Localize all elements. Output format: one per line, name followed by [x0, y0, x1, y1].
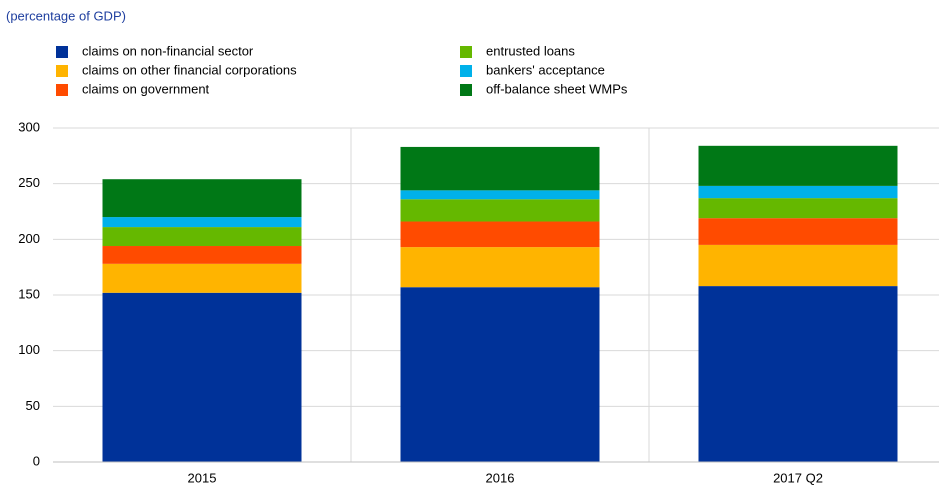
- y-tick-label: 150: [18, 286, 40, 301]
- legend-label: entrusted loans: [486, 43, 575, 58]
- bar-segment: [400, 199, 600, 222]
- bar-segment: [698, 145, 898, 186]
- legend-label: claims on other financial corporations: [82, 62, 297, 77]
- legend-swatch: [460, 84, 472, 96]
- legend-swatch: [460, 46, 472, 58]
- x-tick-label: 2016: [486, 470, 515, 485]
- legend-swatch: [56, 46, 68, 58]
- bar-segment: [102, 227, 302, 247]
- bar-segment: [698, 218, 898, 245]
- bar-segment: [698, 198, 898, 219]
- y-tick-label: 50: [26, 398, 40, 413]
- bar-segment: [698, 244, 898, 287]
- bar-segment: [102, 217, 302, 228]
- chart-subtitle: (percentage of GDP): [6, 8, 126, 23]
- bar-segment: [698, 286, 898, 462]
- legend-swatch: [56, 65, 68, 77]
- bar-segment: [400, 146, 600, 191]
- bar-segment: [400, 190, 600, 200]
- legend-swatch: [460, 65, 472, 77]
- x-tick-label: 2015: [188, 470, 217, 485]
- x-tick-label: 2017 Q2: [773, 470, 823, 485]
- bar-segment: [102, 179, 302, 218]
- legend-label: claims on government: [82, 81, 210, 96]
- bar-segment: [102, 246, 302, 264]
- y-tick-label: 300: [18, 119, 40, 134]
- y-tick-label: 0: [33, 453, 40, 468]
- y-tick-label: 250: [18, 175, 40, 190]
- bar-segment: [400, 247, 600, 288]
- legend-label: bankers' acceptance: [486, 62, 605, 77]
- bar-segment: [102, 292, 302, 462]
- bar-segment: [400, 287, 600, 462]
- legend-label: claims on non-financial sector: [82, 43, 254, 58]
- legend-label: off-balance sheet WMPs: [486, 81, 628, 96]
- legend-swatch: [56, 84, 68, 96]
- y-tick-label: 200: [18, 231, 40, 246]
- bar-segment: [102, 263, 302, 293]
- bar-segment: [698, 185, 898, 199]
- bar-segment: [400, 221, 600, 248]
- y-tick-label: 100: [18, 342, 40, 357]
